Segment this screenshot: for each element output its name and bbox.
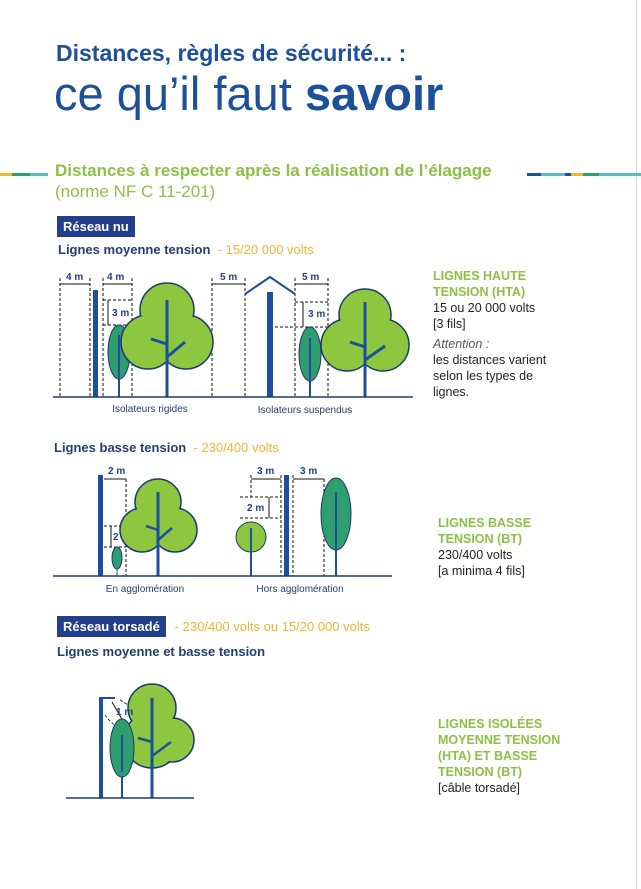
side-bt-line2: [a minima 4 fils]	[438, 564, 525, 578]
dim-2m-hors: 2 m	[247, 503, 264, 514]
stripe-right	[527, 173, 641, 176]
side-torsade-title3: (HTA) ET BASSE	[438, 749, 538, 763]
dim-1m: 1 m	[116, 707, 133, 718]
bt-diagram: 2 m 2 m 3 m 3 m 2 m En agglomération Hor…	[53, 466, 392, 595]
side-hta-attention: Attention :	[433, 337, 490, 351]
dim-2m-top: 2 m	[108, 466, 125, 477]
dim-3m-left: 3 m	[257, 466, 274, 477]
side-torsade-title2: MOYENNE TENSION	[438, 733, 561, 747]
torsade-diagram: 1 m	[66, 683, 195, 799]
torsade-header: Réseau torsadé - 230/400 volts ou 15/20 …	[57, 616, 370, 637]
tree-big-2	[320, 288, 410, 397]
tree-big-torsade	[123, 683, 195, 798]
side-hta-note1: les distances varient	[433, 353, 547, 367]
tree-big-1	[120, 282, 214, 397]
pole-torsade	[99, 697, 103, 798]
side-hta-note2: selon les types de	[433, 369, 534, 383]
tree-small-2	[298, 326, 322, 397]
dim-4m-left: 4 m	[66, 272, 83, 283]
side-bt: LIGNES BASSE TENSION (BT) 230/400 volts …	[438, 515, 531, 579]
side-torsade-title4: TENSION (BT)	[438, 765, 523, 779]
subtitle-hta: Lignes moyenne tension - 15/20 000 volts	[58, 242, 314, 257]
tree-round	[235, 521, 267, 576]
pole-suspended	[244, 275, 296, 397]
dim-5m-left: 5 m	[220, 272, 237, 283]
header-line2: ce qu’il faut savoir	[54, 66, 443, 121]
hta-diagram: 4 m 4 m 3 m 5 m 5 m 3 m Isolateurs rigid…	[53, 272, 413, 416]
header-normal: ce qu’il faut	[54, 67, 305, 120]
caption-hors-agglo: Hors agglomération	[256, 584, 343, 595]
tree-big-bt	[119, 478, 198, 576]
side-bt-title2: TENSION (BT)	[438, 532, 523, 546]
section-title: Distances à respecter après la réalisati…	[55, 161, 492, 180]
side-bt-line1: 230/400 volts	[438, 548, 513, 562]
hta-volts: - 15/20 000 volts	[217, 242, 314, 257]
section-norm: (norme NF C 11-201)	[55, 182, 216, 201]
side-torsade-line1: [câble torsadé]	[438, 781, 520, 795]
torsade-volts: - 230/400 volts ou 15/20 000 volts	[174, 619, 370, 634]
caption-rigides: Isolateurs rigides	[112, 404, 188, 415]
page-edge	[636, 0, 637, 889]
side-hta-line1: 15 ou 20 000 volts	[433, 301, 536, 315]
caption-en-agglo: En agglomération	[106, 584, 184, 595]
badge-reseau-nu: Réseau nu	[57, 216, 135, 237]
side-hta-line2: [3 fils]	[433, 317, 466, 331]
pole-rigid	[93, 290, 98, 397]
side-bt-title1: LIGNES BASSE	[438, 516, 532, 530]
dim-3m: 3 m	[112, 308, 129, 319]
stripe-left	[0, 173, 48, 176]
header-line1: Distances, règles de sécurité... :	[56, 40, 407, 66]
caption-suspendus: Isolateurs suspendus	[258, 405, 353, 416]
dim-4m-right: 4 m	[107, 272, 124, 283]
dim-5m-right: 5 m	[302, 272, 319, 283]
header-bold: savoir	[304, 67, 444, 120]
side-hta-note3: lignes.	[433, 385, 470, 399]
side-hta: LIGNES HAUTE TENSION (HTA) 15 ou 20 000 …	[433, 268, 546, 400]
subtitle-bt: Lignes basse tension - 230/400 volts	[54, 440, 279, 455]
side-hta-title1: LIGNES HAUTE	[433, 269, 527, 283]
tree-tall	[320, 477, 352, 576]
bt-title: Lignes basse tension	[54, 440, 187, 455]
hta-title: Lignes moyenne tension	[58, 242, 211, 257]
tree-small-torsade	[109, 718, 135, 798]
torsade-title: Lignes moyenne et basse tension	[57, 644, 266, 659]
side-torsade-title1: LIGNES ISOLÉES	[438, 717, 543, 731]
dim-3m-right: 3 m	[300, 466, 317, 477]
side-torsade: LIGNES ISOLÉES MOYENNE TENSION (HTA) ET …	[438, 716, 560, 796]
pole-bt-2	[284, 475, 289, 576]
pole-bt-1	[98, 475, 103, 576]
badge-reseau-torsade: Réseau torsadé	[57, 616, 166, 637]
bt-volts: - 230/400 volts	[193, 440, 279, 455]
dim-3m-b: 3 m	[308, 309, 325, 320]
side-hta-title2: TENSION (HTA)	[433, 285, 526, 299]
tree-tiny	[111, 546, 123, 576]
